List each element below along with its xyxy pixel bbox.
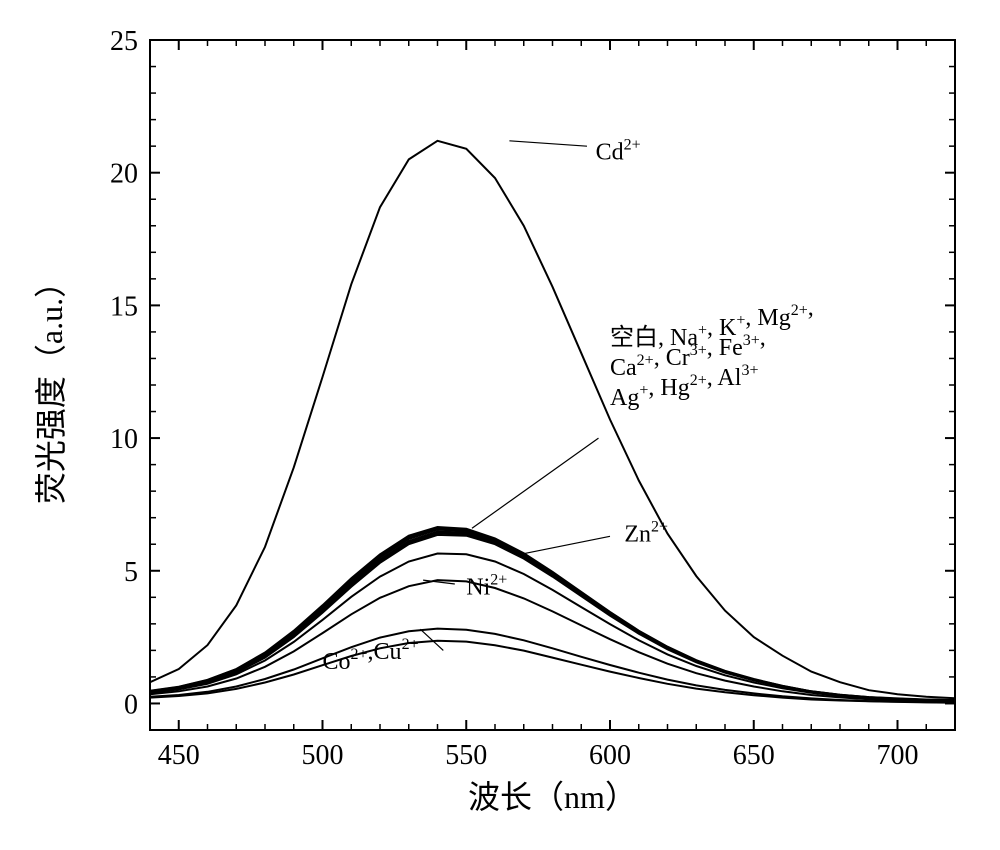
x-tick-label: 450 bbox=[158, 740, 200, 771]
fluorescence-spectra-chart: 450 500 550 600 650 700 0 5 10 15 20 25 波长（nm） 荧光强度（a… bbox=[20, 20, 980, 830]
y-tick-label: 20 bbox=[110, 159, 138, 190]
chart-svg: 450 500 550 600 650 700 0 5 10 15 20 25 波长（nm） 荧光强度（a… bbox=[20, 20, 980, 830]
y-tick-label: 10 bbox=[110, 424, 138, 455]
x-tick-label: 650 bbox=[733, 740, 775, 771]
x-tick-label: 700 bbox=[877, 740, 919, 771]
x-axis-title: 波长（nm） bbox=[468, 779, 637, 815]
x-tick-label: 600 bbox=[589, 740, 631, 771]
y-tick-label: 5 bbox=[124, 557, 138, 588]
x-tick-label: 500 bbox=[302, 740, 344, 771]
y-tick-label: 25 bbox=[110, 26, 138, 57]
y-axis-title: 荧光强度（a.u.） bbox=[33, 266, 69, 504]
x-tick-label: 550 bbox=[445, 740, 487, 771]
y-tick-label: 0 bbox=[124, 689, 138, 720]
chart-bg bbox=[20, 20, 980, 830]
y-tick-label: 15 bbox=[110, 291, 138, 322]
